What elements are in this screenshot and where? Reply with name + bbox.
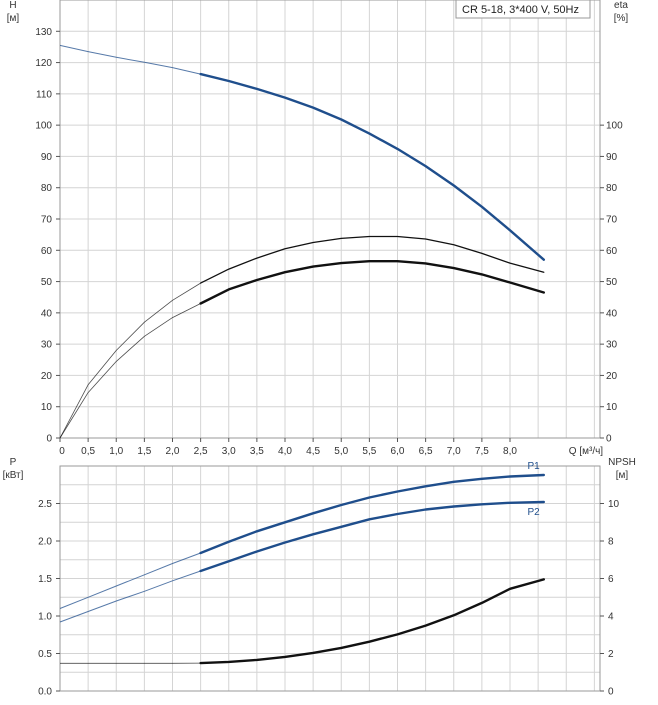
y-right-tick-label: 10 [606, 402, 618, 413]
x-tick-label: 2,5 [194, 446, 208, 457]
y-left-tick-label: 100 [35, 121, 52, 132]
y-left-tick-label: 90 [41, 152, 53, 163]
y-right-tick-label: 30 [606, 340, 618, 351]
npsh-tick-label: 4 [608, 612, 614, 623]
series-p2 [201, 502, 544, 571]
y-right-tick-label: 50 [606, 277, 618, 288]
y-right-tick-label: 0 [606, 434, 612, 445]
y-right-axis-unit: [%] [614, 13, 629, 24]
y-right-tick-label: 60 [606, 246, 618, 257]
npsh-tick-label: 0 [608, 687, 614, 698]
x-tick-label: 3,0 [222, 446, 236, 457]
npsh-tick-label: 10 [608, 499, 620, 510]
x-tick-label: 0 [59, 446, 65, 457]
x-axis-label: Q [м³/ч] [569, 446, 604, 457]
npsh-tick-label: 6 [608, 574, 614, 585]
labels-layer: CR 5-18, 3*400 V, 50Hz Q [м³/ч] H [м] eta [%… [3, 0, 636, 518]
series-eta-total-thin [60, 304, 201, 439]
series-eta-pump-thin [60, 283, 201, 438]
y-left-tick-label: 130 [35, 27, 52, 38]
y-left-axis-unit: [м] [7, 13, 20, 24]
y-left-tick-label: 30 [41, 340, 53, 351]
x-tick-label: 1,0 [109, 446, 123, 457]
series-eta-pump [201, 237, 544, 284]
x-tick-label: 0,5 [81, 446, 95, 457]
x-tick-label: 5,0 [334, 446, 348, 457]
y-left-tick-label: 120 [35, 58, 52, 69]
y-right-tick-label: 100 [606, 121, 623, 132]
axes-layer: 0102030405060708090100110120130010203040… [35, 0, 623, 698]
x-tick-label: 2,0 [166, 446, 180, 457]
p-axis-unit: [кВт] [3, 470, 24, 481]
y-left-tick-label: 70 [41, 215, 53, 226]
y-right-tick-label: 40 [606, 308, 618, 319]
y-left-axis-label: H [9, 0, 16, 11]
x-tick-label: 6,5 [419, 446, 433, 457]
y-left-tick-label: 20 [41, 371, 53, 382]
y-right-tick-label: 80 [606, 183, 618, 194]
x-tick-label: 4,0 [278, 446, 292, 457]
x-tick-label: 6,0 [391, 446, 405, 457]
y-left-tick-label: 0 [46, 434, 52, 445]
npsh-axis-label: NPSH [608, 457, 636, 468]
legend-box-text: CR 5-18, 3*400 V, 50Hz [462, 4, 579, 16]
series-p1-thin [60, 553, 201, 609]
p-tick-label: 2.5 [38, 499, 52, 510]
y-left-tick-label: 40 [41, 308, 53, 319]
y-left-tick-label: 110 [36, 89, 52, 100]
y-right-axis-label: eta [614, 0, 628, 11]
x-tick-label: 8,0 [503, 446, 517, 457]
p-tick-label: 2.0 [38, 537, 52, 548]
x-tick-label: 7,0 [447, 446, 461, 457]
x-tick-label: 3,5 [250, 446, 264, 457]
p-axis-label: P [10, 457, 17, 468]
series-eta-total [201, 261, 544, 303]
series-head [201, 74, 544, 260]
series-label-p1: P1 [528, 461, 541, 472]
y-left-tick-label: 60 [41, 246, 53, 257]
npsh-tick-label: 8 [608, 537, 614, 548]
y-right-tick-label: 70 [606, 215, 618, 226]
series-label-p2: P2 [528, 507, 541, 518]
npsh-axis-unit: [м] [616, 470, 629, 481]
x-tick-label: 1,5 [137, 446, 151, 457]
x-tick-label: 7,5 [475, 446, 489, 457]
y-left-tick-label: 10 [41, 402, 53, 413]
x-tick-label: 5,5 [362, 446, 376, 457]
series-head-thin [60, 45, 201, 74]
p-tick-label: 1.0 [38, 612, 52, 623]
x-tick-label: 4,5 [306, 446, 320, 457]
y-right-tick-label: 90 [606, 152, 618, 163]
p-tick-label: 1.5 [38, 574, 52, 585]
npsh-tick-label: 2 [608, 649, 614, 660]
y-right-tick-label: 20 [606, 371, 618, 382]
series-layer [60, 45, 544, 663]
series-npsh [201, 579, 544, 663]
y-left-tick-label: 80 [41, 183, 53, 194]
p-tick-label: 0.0 [38, 687, 52, 698]
y-left-tick-label: 50 [41, 277, 53, 288]
p-tick-label: 0.5 [38, 649, 52, 660]
